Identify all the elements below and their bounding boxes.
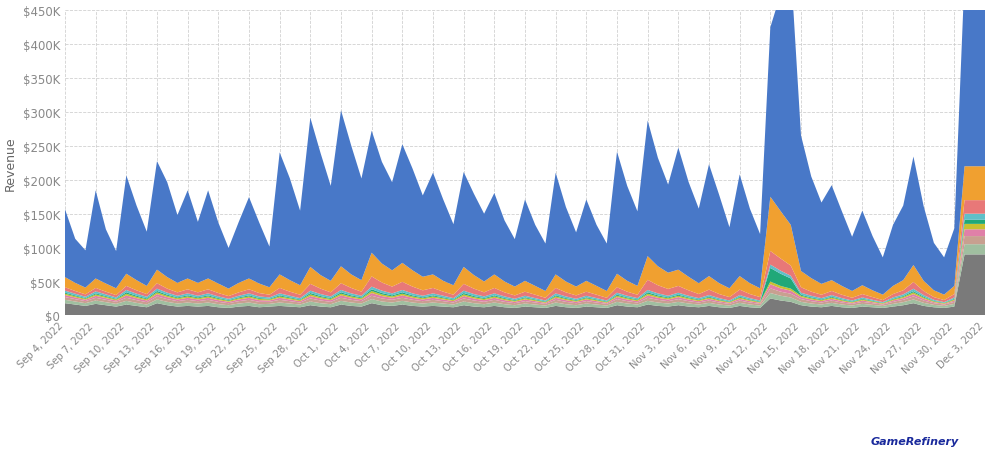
Legend: Other, United Kingdom, Australia, Canada, Malaysia, Turkey, Russia, Japan, Unite: Other, United Kingdom, Australia, Canada…: [104, 449, 836, 451]
Y-axis label: Revenue: Revenue: [4, 136, 17, 191]
Text: GameRefinery: GameRefinery: [871, 437, 959, 446]
